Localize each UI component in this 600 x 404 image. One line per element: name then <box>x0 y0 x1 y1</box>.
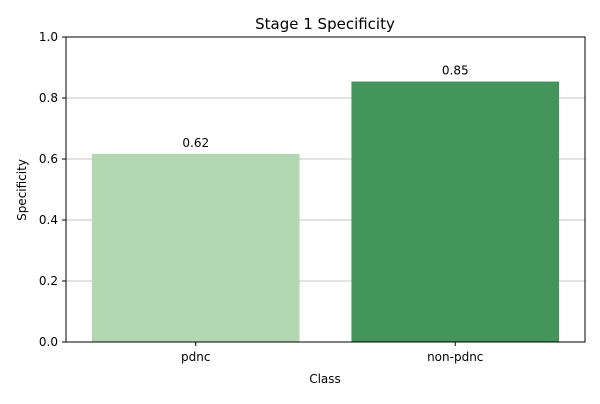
y-axis-label: Specificity <box>15 159 29 221</box>
x-tick-label: pdnc <box>181 350 210 364</box>
x-axis-label: Class <box>309 372 341 386</box>
chart-title: Stage 1 Specificity <box>255 15 395 33</box>
y-tick-label: 0.0 <box>39 335 58 349</box>
bar-pdnc <box>91 153 300 342</box>
plot-frame <box>65 36 586 343</box>
y-tick-label: 0.4 <box>39 213 58 227</box>
bars <box>91 81 560 342</box>
y-tick-label: 0.6 <box>39 152 58 166</box>
bar-non-pdnc <box>351 81 560 342</box>
y-tick-label: 0.8 <box>39 91 58 105</box>
axes <box>62 36 586 346</box>
data-label: 0.62 <box>182 136 209 150</box>
labels: 0.0 0.2 0.4 0.6 0.8 1.0 0.62 pdnc 0.85 non-pdnc <box>39 30 484 364</box>
data-label: 0.85 <box>442 64 469 78</box>
y-tick-label: 0.2 <box>39 274 58 288</box>
x-tick-label: non-pdnc <box>427 350 483 364</box>
y-tick-label: 1.0 <box>39 30 58 44</box>
